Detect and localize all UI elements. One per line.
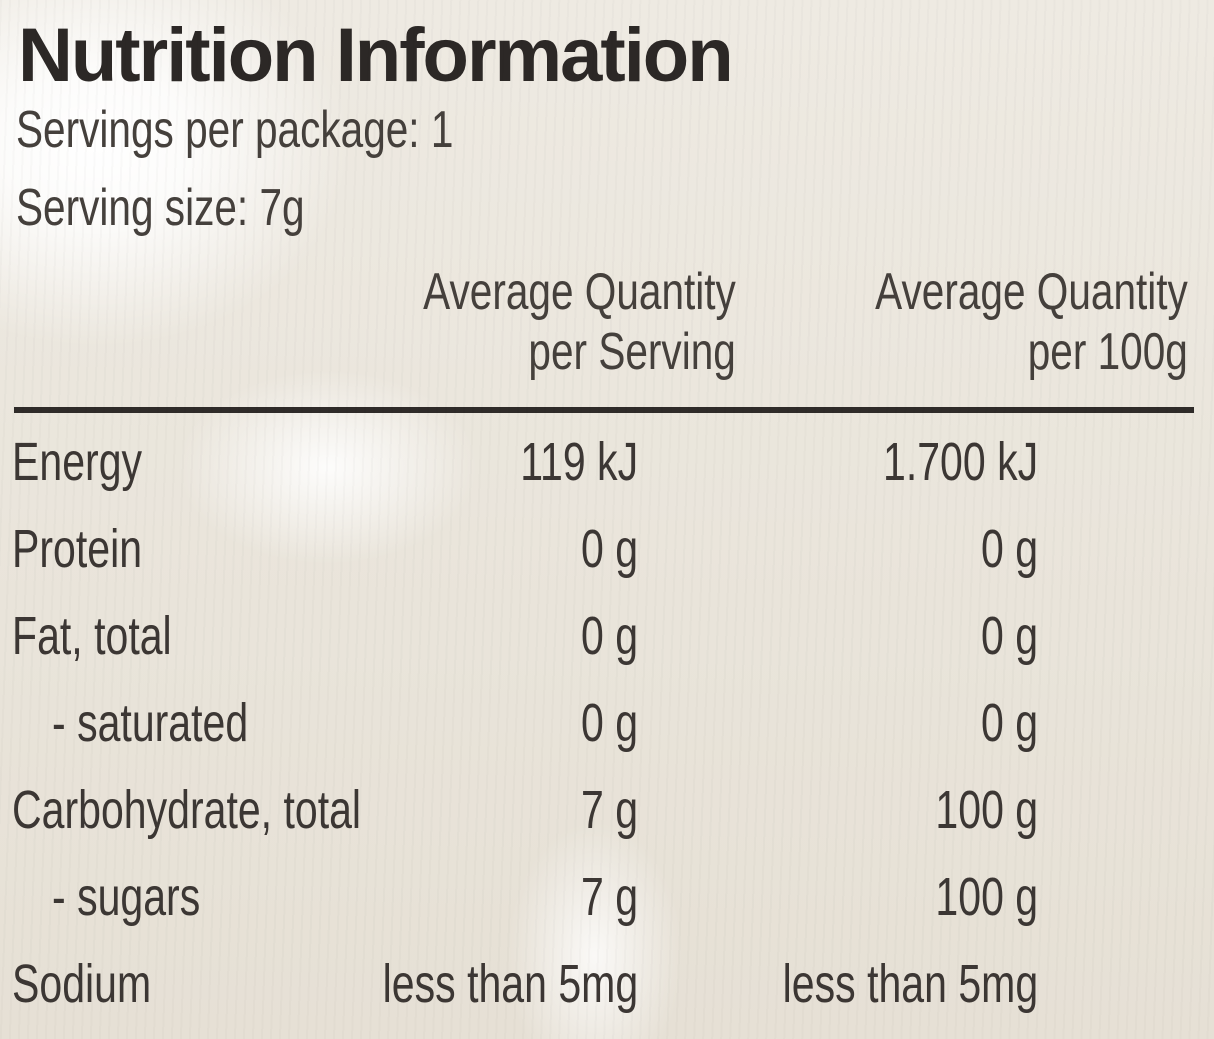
servings-per-package: Servings per package: 1 bbox=[16, 101, 454, 159]
nutrient-per-serving: 7 g bbox=[580, 780, 638, 840]
nutrient-per-100g: 100 g bbox=[935, 780, 1038, 840]
nutrient-row-sodium: Sodium less than 5mg less than 5mg bbox=[0, 947, 1214, 1034]
nutrient-label: - saturated bbox=[52, 693, 249, 753]
nutrient-label: Energy bbox=[12, 432, 143, 492]
nutrient-row-saturated: - saturated 0 g 0 g bbox=[0, 686, 1214, 773]
nutrient-rows: Energy 119 kJ 1.700 kJ Protein 0 g 0 g F… bbox=[0, 425, 1214, 1034]
nutrient-per-100g: 0 g bbox=[980, 519, 1038, 579]
column-header-per-100g-line2: per 100g bbox=[1027, 323, 1188, 381]
nutrient-per-100g: 0 g bbox=[980, 693, 1038, 753]
column-header-per-serving: Average Quantity per Serving bbox=[423, 262, 736, 382]
nutrient-label: Protein bbox=[12, 519, 143, 579]
nutrient-per-serving: 0 g bbox=[580, 693, 638, 753]
nutrient-per-100g: 0 g bbox=[980, 606, 1038, 666]
nutrient-per-serving: less than 5mg bbox=[382, 954, 638, 1014]
column-header-per-serving-line1: Average Quantity bbox=[423, 263, 736, 321]
nutrient-per-100g: less than 5mg bbox=[782, 954, 1038, 1014]
nutrient-row-fat-total: Fat, total 0 g 0 g bbox=[0, 599, 1214, 686]
nutrient-row-protein: Protein 0 g 0 g bbox=[0, 512, 1214, 599]
nutrient-per-100g: 100 g bbox=[935, 867, 1038, 927]
column-header-per-100g-line1: Average Quantity bbox=[875, 263, 1188, 321]
nutrient-row-sugars: - sugars 7 g 100 g bbox=[0, 860, 1214, 947]
serving-size: Serving size: 7g bbox=[16, 179, 305, 237]
nutrient-row-carbohydrate-total: Carbohydrate, total 7 g 100 g bbox=[0, 773, 1214, 860]
nutrient-per-serving: 0 g bbox=[580, 606, 638, 666]
nutrient-per-serving: 119 kJ bbox=[520, 432, 638, 492]
nutrient-per-100g: 1.700 kJ bbox=[882, 432, 1038, 492]
nutrient-per-serving: 7 g bbox=[580, 867, 638, 927]
nutrient-label: Sodium bbox=[12, 954, 152, 1014]
header-divider bbox=[14, 407, 1194, 413]
nutrient-per-serving: 0 g bbox=[580, 519, 638, 579]
nutrient-row-energy: Energy 119 kJ 1.700 kJ bbox=[0, 425, 1214, 512]
nutrient-label: - sugars bbox=[52, 867, 201, 927]
nutrition-title: Nutrition Information bbox=[18, 13, 734, 98]
column-header-per-serving-line2: per Serving bbox=[528, 323, 736, 381]
column-header-per-100g: Average Quantity per 100g bbox=[875, 262, 1188, 382]
nutrient-label: Fat, total bbox=[12, 606, 172, 666]
nutrient-label: Carbohydrate, total bbox=[12, 780, 362, 840]
